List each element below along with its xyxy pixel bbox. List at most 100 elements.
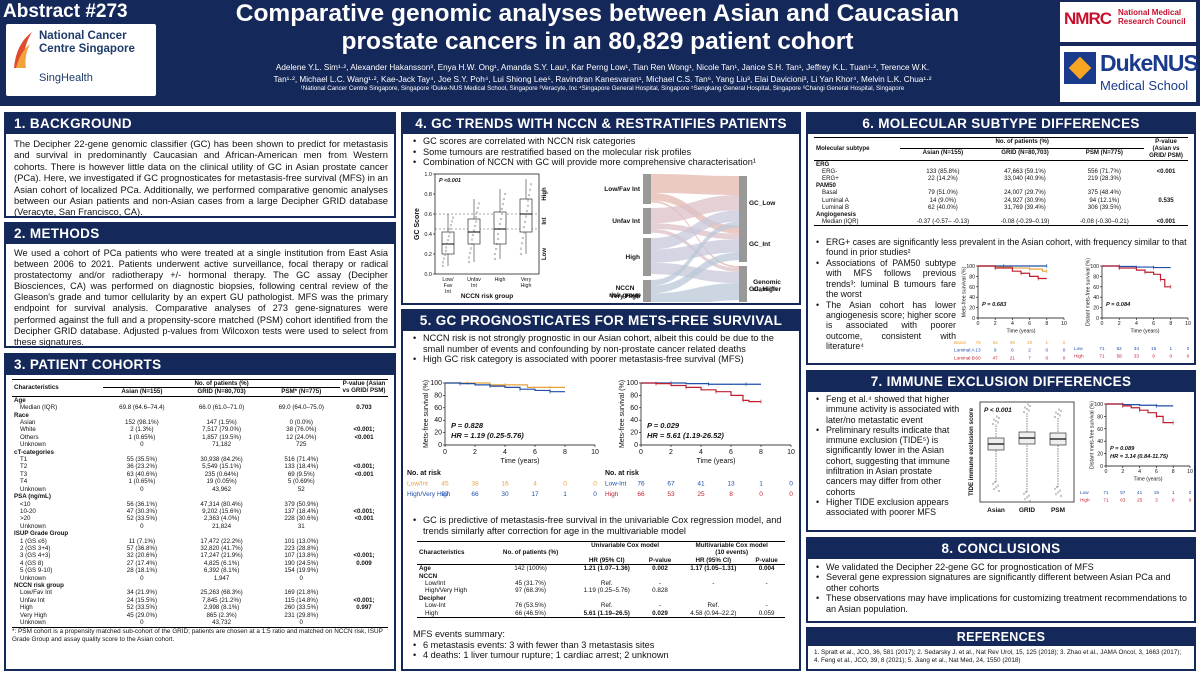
methods-text: We used a cohort of PCa patients who wer… bbox=[14, 248, 388, 347]
section-title: 5. GC PROGNOSTICATES FOR METS-FREE SURVI… bbox=[403, 311, 799, 331]
events-title: MFS events summary: bbox=[413, 629, 505, 639]
data-point bbox=[496, 232, 500, 236]
data-point bbox=[446, 238, 450, 242]
p-value: P <0.001 bbox=[439, 178, 461, 184]
cell: 4.58 (0.94–22.2) bbox=[690, 609, 737, 617]
cell: 1,857 (19.5%) bbox=[202, 433, 242, 441]
cell: 14 (9.0%) bbox=[929, 196, 957, 204]
table-row: 3 (GS 4+3) 32 (20.6%) 17,247 (21.9%) 107 (1… bbox=[12, 552, 388, 559]
box bbox=[493, 211, 507, 245]
y-tick-label: 100 bbox=[430, 380, 442, 387]
outlier bbox=[1023, 406, 1026, 409]
outlier bbox=[992, 482, 995, 485]
affiliations: ¹National Cancer Centre Singapore, Singa… bbox=[300, 85, 905, 92]
sankey-node bbox=[643, 208, 651, 234]
cell: 142 (100%) bbox=[514, 565, 547, 573]
ncc-logo-line1: National Cancer bbox=[39, 30, 127, 42]
row-label: Others bbox=[20, 433, 39, 441]
y-tick-label: 0 bbox=[634, 442, 638, 449]
table-row: Luminal A 14 (9.0%) 24,927 (30.9%) 94 (12.1… bbox=[814, 197, 1188, 204]
data-point bbox=[474, 215, 478, 219]
x-axis-label: NCCN risk group bbox=[461, 293, 513, 300]
bullet: GC scores are correlated with NCCN risk … bbox=[413, 136, 756, 147]
row-label: White bbox=[20, 426, 36, 434]
outlier bbox=[995, 420, 998, 423]
y-axis-label: TIDE immune exclusion score bbox=[968, 407, 975, 496]
table-row: Unknown 0 1,947 0 bbox=[12, 575, 388, 582]
cell: 223 (28.8%) bbox=[284, 544, 319, 552]
cell-pvalue bbox=[1144, 175, 1188, 182]
cox-hr: HR (95% CI) bbox=[588, 556, 625, 564]
risk-count: 25 bbox=[1137, 498, 1143, 503]
row-label: <10 bbox=[20, 500, 31, 508]
table-row: Decipher bbox=[417, 595, 785, 602]
cell-pvalue bbox=[340, 493, 388, 500]
row-label: >20 bbox=[20, 515, 31, 523]
data-point bbox=[450, 220, 454, 223]
risk-count: 9 bbox=[1152, 354, 1155, 359]
y-tick-label: 0 bbox=[1100, 464, 1103, 470]
x-tick-label: 10 bbox=[591, 449, 599, 456]
cell: 115 (14.8%) bbox=[284, 596, 318, 604]
data-point bbox=[451, 216, 455, 219]
ncc-logo-icon bbox=[14, 32, 32, 68]
cell: - bbox=[658, 580, 662, 588]
risk-count: 63 bbox=[1120, 498, 1126, 503]
cell bbox=[678, 573, 748, 580]
ncc-logo-line2: Centre Singapore bbox=[39, 43, 135, 55]
molecular-bullet-1: ERG+ cases are significantly less preval… bbox=[816, 237, 1194, 258]
cell: - bbox=[712, 580, 715, 588]
cell: 38 (76.0%) bbox=[286, 426, 317, 434]
row-label: Median (IQR) bbox=[822, 218, 859, 226]
risk-count: 79 bbox=[975, 340, 981, 345]
table-row: ERG+ 22 (14.2%) 33,040 (40.9%) 219 (28.3%) bbox=[814, 175, 1188, 182]
cell bbox=[263, 493, 340, 500]
plot-frame bbox=[979, 401, 1075, 503]
cell-pvalue bbox=[340, 501, 388, 508]
y-tick-label: 0 bbox=[972, 316, 975, 322]
cell: Ref. bbox=[600, 602, 613, 610]
risk-row-label: High bbox=[1080, 498, 1090, 503]
y-tick-label: 40 bbox=[1093, 295, 1099, 301]
cox-p: P-value bbox=[648, 556, 672, 564]
cox-table: Characteristics No. of patients (%) Univ… bbox=[417, 541, 785, 618]
cell: 219 (28.3%) bbox=[1087, 175, 1121, 183]
table-row: Asian 152 (98.1%) 147 (1.5%) 0 (0.0%) bbox=[12, 419, 388, 426]
table-row: Luminal B 62 (40.0%) 31,769 (39.4%) 306 (39… bbox=[814, 204, 1188, 211]
cell: 154 (19.9%) bbox=[284, 567, 319, 575]
outlier bbox=[1028, 404, 1031, 407]
outlier bbox=[1053, 487, 1056, 490]
risk-count: 0 bbox=[789, 481, 793, 488]
row-label: 10-20 bbox=[20, 507, 36, 515]
sankey-flow bbox=[651, 221, 739, 286]
row-label: T3 bbox=[20, 470, 28, 478]
cell: 55 (35.5%) bbox=[126, 456, 158, 464]
section-title: 1. BACKGROUND bbox=[6, 114, 394, 134]
row-label: Basal bbox=[822, 189, 838, 197]
cell-pvalue bbox=[1144, 211, 1188, 218]
cox-multi: Multivariable Cox model (10 events) bbox=[678, 542, 785, 557]
methods-panel: 2. METHODS We used a cohort of PCa patie… bbox=[4, 222, 396, 348]
duke-line1: DukeNUS bbox=[1100, 50, 1199, 76]
data-point bbox=[503, 192, 507, 196]
table-row: Low-Int 76 (53.5%) Ref. - Ref. - bbox=[417, 602, 785, 609]
title-line-1: Comparative genomic analyses between Asi… bbox=[235, 0, 960, 27]
x-tick-label: 4 bbox=[1138, 469, 1141, 475]
table-row: Median (IQR) -0.37 (-0.57– -0.13) -0.08 (-… bbox=[814, 218, 1188, 226]
conclusion-bullets: We validated the Decipher 22-gene GC for… bbox=[816, 562, 1188, 614]
cell bbox=[900, 182, 985, 189]
cell bbox=[1065, 182, 1144, 189]
risk-count: 0 bbox=[1189, 490, 1192, 495]
risk-count: 36 bbox=[1010, 340, 1016, 345]
cell: 0 bbox=[140, 441, 144, 449]
cell-pvalue: <0.001; bbox=[353, 426, 375, 434]
y-axis-label: Mets-free survival (%) bbox=[619, 380, 626, 448]
bullet: GC is predictive of metastasis-free surv… bbox=[413, 515, 793, 536]
cell: NCCN bbox=[419, 572, 438, 580]
outlier bbox=[1057, 408, 1060, 411]
data-point bbox=[441, 261, 445, 264]
risk-count: 25 bbox=[697, 491, 705, 498]
outlier bbox=[1026, 403, 1029, 406]
cell: High/Very High bbox=[425, 587, 467, 595]
x-tick-label: PSM bbox=[1051, 507, 1065, 514]
